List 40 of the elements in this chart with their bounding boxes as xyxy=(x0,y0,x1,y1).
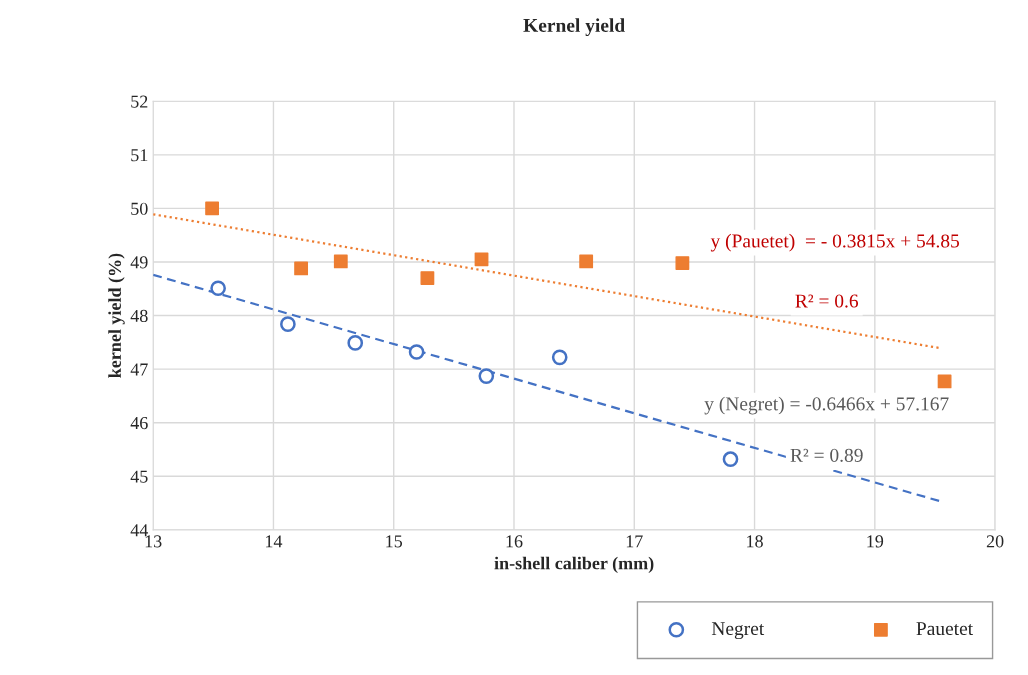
x-tick-label: 13 xyxy=(145,535,162,548)
annotation: R² = 0.89 xyxy=(790,448,863,462)
x-tick-label: 20 xyxy=(986,535,1004,548)
point xyxy=(205,201,220,216)
chart-title: Kernel yield xyxy=(523,18,625,36)
annotation: y (Negret) = -0.6466x + 57.167 xyxy=(704,396,949,415)
x-axis-title: in-shell caliber (mm) xyxy=(494,556,654,574)
legend-label: Negret xyxy=(711,622,765,640)
point xyxy=(347,335,364,351)
point xyxy=(579,254,594,269)
point xyxy=(551,349,568,366)
point xyxy=(333,254,348,269)
annotation: y (Pauetet) = - 0.3815x + 54.85 xyxy=(710,233,960,252)
point xyxy=(294,261,309,276)
y-tick-label: 48 xyxy=(130,309,148,322)
x-tick-label: 14 xyxy=(266,535,283,548)
x-tick-label: 16 xyxy=(506,535,523,548)
y-tick-label: 52 xyxy=(131,95,148,108)
y-tick-label: 44 xyxy=(130,524,149,537)
point xyxy=(210,280,226,297)
x-tick-label: 18 xyxy=(747,535,763,548)
point xyxy=(408,344,425,360)
x-tick-label: 17 xyxy=(626,535,643,548)
point xyxy=(478,368,495,384)
y-tick-label: 50 xyxy=(131,202,148,215)
point xyxy=(420,271,435,285)
point xyxy=(280,316,296,332)
annotation: R² = 0.6 xyxy=(795,294,859,308)
x-tick-label: 19 xyxy=(867,535,884,548)
y-tick-label: 47 xyxy=(130,363,148,376)
x-tick-label: 15 xyxy=(386,535,403,548)
y-tick-label: 49 xyxy=(130,256,148,269)
point xyxy=(722,451,739,467)
y-tick-label: 51 xyxy=(131,149,148,162)
point xyxy=(474,252,489,267)
legend-label: Pauetet xyxy=(916,622,974,636)
y-tick-label: 46 xyxy=(130,417,148,430)
y-axis-title: kernel yield (%) xyxy=(108,253,125,378)
point xyxy=(675,256,690,270)
y-tick-label: 45 xyxy=(130,470,148,483)
